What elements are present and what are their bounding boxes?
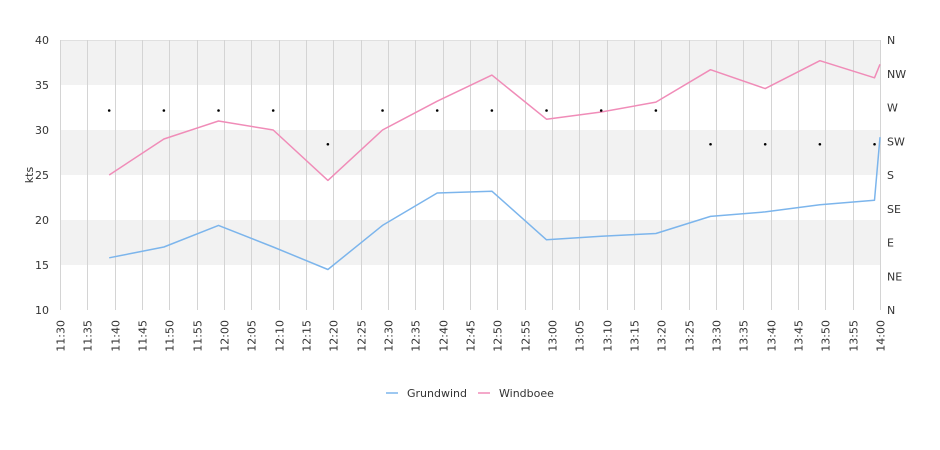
y-axis-left: 10 15 20 25 30 35 40 — [35, 34, 49, 317]
x-tick-label: 13:40 — [766, 320, 779, 352]
x-tick-label: 12:00 — [219, 320, 232, 352]
y-tick-label: 10 — [35, 304, 49, 317]
x-tick-label: 12:20 — [328, 320, 341, 352]
y2-tick-label: E — [887, 237, 894, 250]
y2-tick-label: W — [887, 102, 898, 115]
series-line-grundwind — [109, 137, 881, 271]
x-tick-label: 13:00 — [547, 320, 560, 352]
y2-tick-label: N — [887, 34, 895, 47]
legend-item: Grundwind — [386, 387, 467, 400]
direction-marker — [326, 142, 330, 146]
x-tick-label: 11:50 — [164, 320, 177, 352]
y-tick-label: 40 — [35, 34, 49, 47]
y-tick-label: 35 — [35, 79, 49, 92]
x-tick-label: 13:10 — [602, 320, 615, 352]
x-tick-label: 13:45 — [793, 320, 806, 352]
x-tick-label: 11:40 — [110, 320, 123, 352]
x-tick-label: 13:15 — [629, 320, 642, 352]
y2-tick-label: NE — [887, 270, 902, 283]
direction-marker — [654, 109, 658, 112]
direction-marker — [709, 142, 712, 146]
y-tick-label: 20 — [35, 214, 49, 227]
x-tick-label: 12:25 — [356, 320, 369, 352]
x-tick-label: 13:05 — [574, 320, 587, 352]
direction-marker — [490, 109, 494, 112]
y-tick-label: 30 — [35, 124, 49, 137]
x-axis: 11:30 11:35 11:40 11:45 11:50 11:55 12:00 12:05… — [55, 320, 888, 352]
series-lines — [108, 59, 881, 271]
x-tick-label: 12:05 — [246, 320, 259, 352]
direction-marker — [763, 142, 767, 146]
direction-marker — [435, 109, 439, 112]
legend-item: Windboee — [478, 387, 554, 400]
legend: Grundwind Windboee — [386, 387, 554, 400]
direction-marker — [217, 109, 220, 112]
y-axis-title: kts — [23, 167, 36, 184]
x-tick-label: 12:15 — [301, 320, 314, 352]
series-line-windboee — [108, 59, 881, 182]
x-tick-label: 11:55 — [192, 320, 205, 352]
x-tick-label: 11:30 — [55, 320, 68, 352]
x-tick-label: 12:50 — [492, 320, 505, 352]
y-tick-label: 15 — [35, 259, 49, 272]
x-gridlines — [60, 40, 881, 310]
x-tick-label: 13:20 — [656, 320, 669, 352]
direction-marker — [873, 142, 876, 146]
direction-marker — [599, 109, 603, 112]
x-tick-label: 11:45 — [137, 320, 150, 352]
direction-marker — [162, 109, 166, 112]
x-tick-label: 13:35 — [738, 320, 751, 352]
direction-marker — [545, 109, 548, 112]
y2-tick-label: S — [887, 169, 894, 182]
x-tick-label: 13:55 — [848, 320, 861, 352]
direction-markers — [107, 109, 876, 146]
legend-label: Windboee — [499, 387, 554, 400]
x-tick-label: 14:00 — [875, 320, 888, 352]
x-tick-label: 13:50 — [820, 320, 833, 352]
y2-tick-label: N — [887, 304, 895, 317]
x-tick-label: 12:40 — [438, 320, 451, 352]
x-tick-label: 11:35 — [82, 320, 95, 352]
x-tick-label: 13:25 — [684, 320, 697, 352]
direction-marker — [271, 109, 275, 112]
direction-marker — [381, 109, 384, 112]
x-tick-label: 12:35 — [410, 320, 423, 352]
y-axis-right: N NE E SE S SW W NW N — [887, 34, 906, 317]
x-tick-label: 12:55 — [520, 320, 533, 352]
legend-label: Grundwind — [407, 387, 467, 400]
x-tick-label: 12:10 — [274, 320, 287, 352]
direction-marker — [818, 142, 822, 146]
x-tick-label: 12:45 — [465, 320, 478, 352]
y-tick-label: 25 — [35, 169, 49, 182]
y2-tick-label: SW — [887, 135, 905, 148]
y2-tick-label: NW — [887, 68, 906, 81]
y2-tick-label: SE — [887, 203, 901, 216]
x-tick-label: 12:30 — [383, 320, 396, 352]
direction-marker — [107, 109, 111, 112]
x-tick-label: 13:30 — [711, 320, 724, 352]
